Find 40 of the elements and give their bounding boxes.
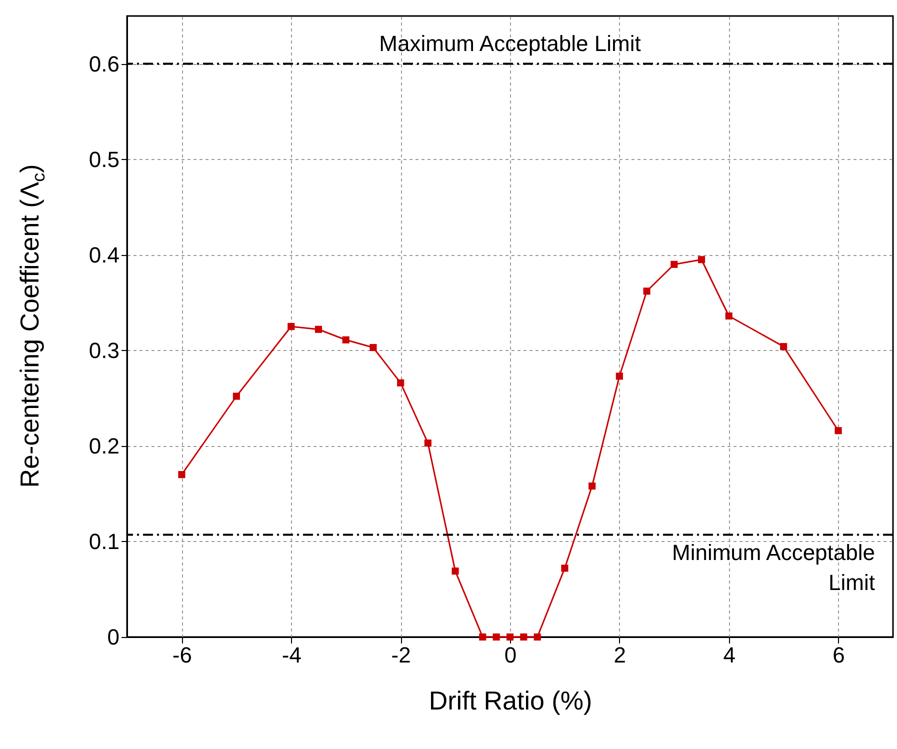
point bbox=[397, 379, 404, 386]
point bbox=[616, 372, 623, 380]
point bbox=[342, 336, 350, 344]
point bbox=[780, 343, 788, 350]
y-tick-label: 0.4 bbox=[88, 242, 120, 268]
point bbox=[424, 440, 432, 447]
x-tick-label: 4 bbox=[723, 642, 736, 668]
point bbox=[479, 633, 486, 641]
point bbox=[452, 568, 459, 575]
y-tick-label: 0.5 bbox=[88, 146, 120, 172]
point bbox=[670, 260, 678, 268]
point bbox=[492, 633, 500, 641]
point bbox=[588, 482, 596, 490]
ref-line-label: Maximum Acceptable Limit bbox=[379, 30, 641, 56]
ref-line-label: Minimum Acceptable Limit bbox=[672, 540, 875, 595]
y-tick-label: 0.6 bbox=[88, 51, 120, 76]
point bbox=[698, 256, 706, 264]
y-tick-label: 0.3 bbox=[88, 338, 120, 363]
point bbox=[506, 633, 514, 641]
point bbox=[534, 633, 541, 641]
point bbox=[834, 427, 842, 434]
x-tick-label: -6 bbox=[172, 642, 192, 668]
point bbox=[314, 326, 322, 333]
y-tick-label: 0.2 bbox=[88, 433, 120, 458]
point bbox=[520, 633, 528, 641]
point bbox=[561, 564, 568, 572]
x-axis-title: Drift Ratio (%) bbox=[428, 686, 592, 716]
point bbox=[370, 344, 377, 352]
x-tick-label: -2 bbox=[391, 642, 411, 668]
x-tick-label: 2 bbox=[614, 642, 626, 668]
point bbox=[643, 288, 650, 295]
x-tick-label: -4 bbox=[282, 642, 302, 668]
x-tick-label: 6 bbox=[832, 642, 845, 668]
point bbox=[178, 471, 186, 478]
x-tick-label: 0 bbox=[504, 642, 517, 668]
point bbox=[725, 312, 732, 320]
point bbox=[288, 322, 295, 330]
y-tick-label: 0 bbox=[107, 624, 120, 650]
y-tick-label: 0.1 bbox=[88, 528, 120, 554]
point bbox=[232, 392, 240, 400]
